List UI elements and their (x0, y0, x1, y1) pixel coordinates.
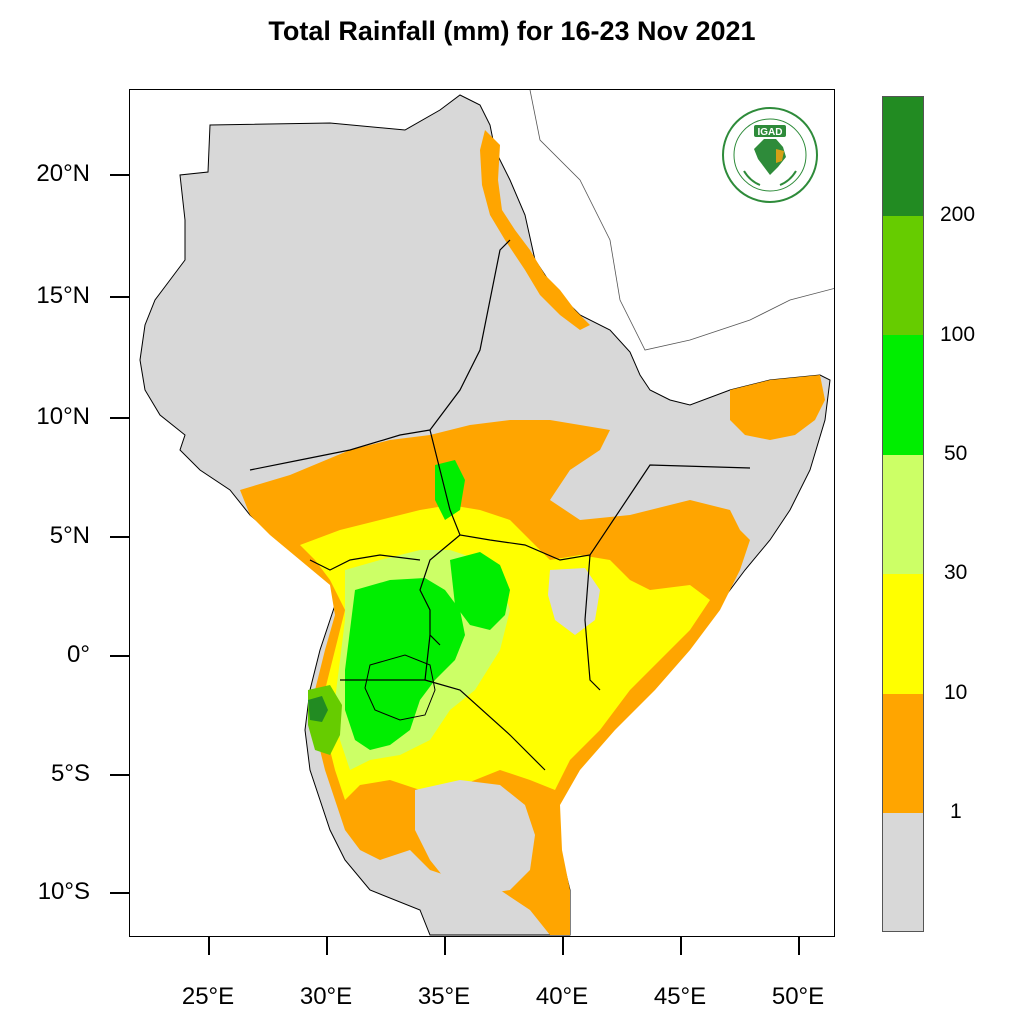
lat-tick-0 (110, 655, 129, 657)
lat-tick-10s (110, 892, 129, 894)
colorbar-label-1: 1 (950, 800, 962, 823)
lon-label-50e: 50°E (771, 983, 825, 1010)
rain-1-10-horn-tip (730, 375, 825, 440)
arabia-outline (529, 90, 834, 351)
rainfall-map (129, 89, 835, 937)
logo-text: IGAD (758, 127, 783, 138)
lat-tick-10n (110, 417, 129, 419)
lat-tick-5n (110, 536, 129, 538)
lat-tick-5s (110, 774, 129, 776)
lat-label-10s: 10°S (37, 878, 90, 905)
colorbar-label-30: 30 (944, 561, 968, 584)
lon-tick-40e (562, 937, 564, 955)
lat-tick-15n (110, 296, 129, 298)
colorbar (882, 96, 924, 932)
rain-1-10-coast-red-sea (480, 130, 590, 330)
dry-patch-kenya (548, 568, 600, 635)
lon-label-25e: 25°E (181, 983, 235, 1010)
rain-50-100-east-africa (345, 578, 465, 750)
lon-tick-35e (444, 937, 446, 955)
lat-label-10n: 10°N (36, 403, 90, 430)
lat-label-5s: 5°S (51, 760, 90, 787)
lon-tick-50e (798, 937, 800, 955)
colorbar-seg-200plus (883, 97, 923, 216)
country-borders (249, 239, 751, 771)
dry-patch-tanzania (415, 780, 535, 895)
colorbar-seg-50-100 (883, 335, 923, 455)
rain-50-100-uganda (375, 585, 435, 650)
lat-tick-20n (110, 174, 129, 176)
rain-50-100-ethiopia (435, 460, 465, 520)
lat-label-15n: 15°N (36, 282, 90, 309)
igad-logo: IGAD (722, 107, 818, 203)
chart-title: Total Rainfall (mm) for 16-23 Nov 2021 (268, 16, 756, 46)
map-canvas (139, 90, 834, 936)
colorbar-label-10: 10 (944, 681, 968, 704)
colorbar-label-50: 50 (944, 442, 968, 465)
lon-label-35e: 35°E (417, 983, 471, 1010)
rain-200-plus (308, 696, 328, 722)
lon-tick-30e (326, 937, 328, 955)
colorbar-label-200: 200 (940, 203, 976, 226)
colorbar-seg-100-200 (883, 216, 923, 335)
colorbar-seg-10-30 (883, 574, 923, 694)
lon-tick-45e (680, 937, 682, 955)
lon-tick-25e (208, 937, 210, 955)
colorbar-seg-below-1 (883, 813, 923, 931)
lat-label-5n: 5°N (49, 522, 90, 549)
lon-label-30e: 30°E (299, 983, 353, 1010)
colorbar-seg-30-50 (883, 455, 923, 574)
lake-victoria (364, 654, 436, 721)
colorbar-label-100: 100 (940, 323, 976, 346)
lat-label-20n: 20°N (36, 160, 90, 187)
lon-label-45e: 45°E (653, 983, 707, 1010)
colorbar-seg-1-10 (883, 694, 923, 813)
lon-label-40e: 40°E (535, 983, 589, 1010)
rain-50-100-kenya (450, 552, 510, 630)
lat-label-0: 0° (67, 641, 90, 668)
